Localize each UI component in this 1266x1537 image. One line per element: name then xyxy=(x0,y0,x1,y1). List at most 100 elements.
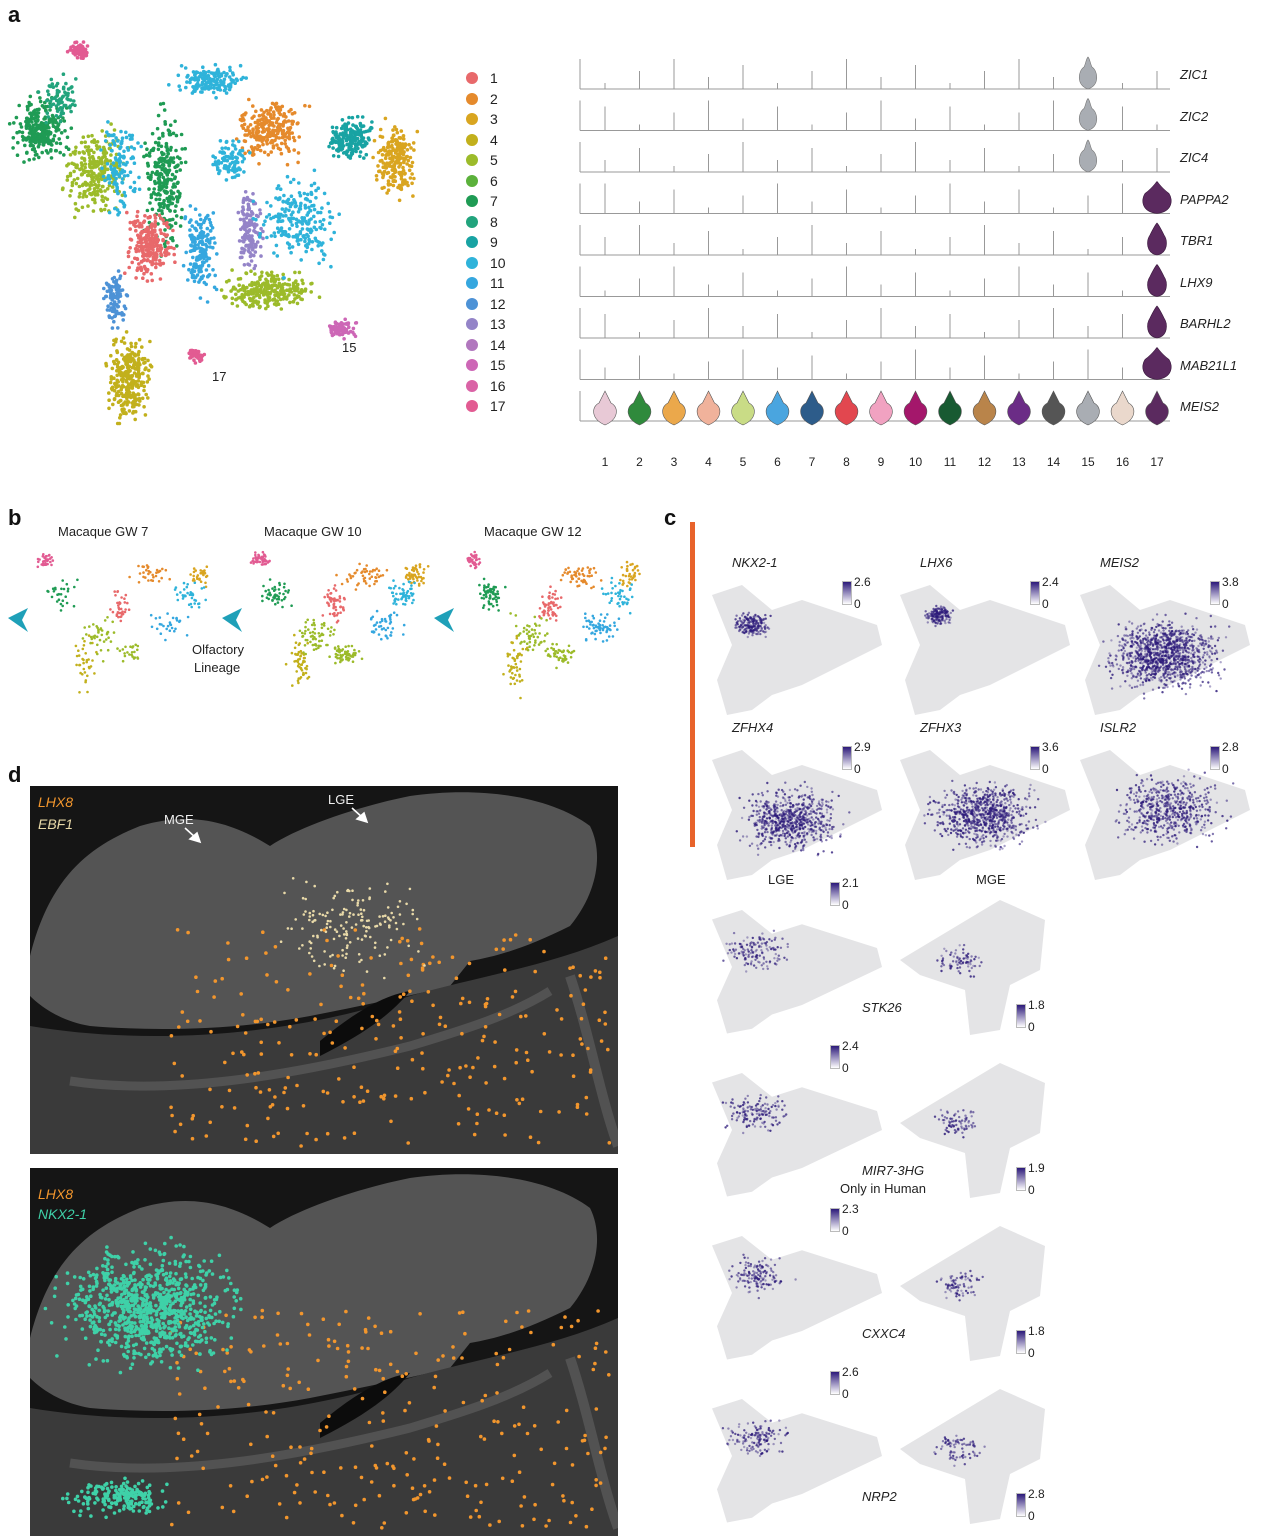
umap-point xyxy=(99,189,103,194)
umap-point xyxy=(187,603,191,606)
umap-point xyxy=(399,147,403,152)
umap-point xyxy=(129,341,133,346)
umap-point xyxy=(300,222,305,226)
umap-point xyxy=(121,365,125,370)
umap-point xyxy=(157,136,161,141)
umap-point xyxy=(85,633,88,636)
umap-point xyxy=(157,213,162,218)
umap-point xyxy=(320,623,324,626)
umap-point xyxy=(57,592,61,596)
umap-point xyxy=(152,187,156,191)
umap-point xyxy=(273,133,278,138)
umap-point xyxy=(28,94,33,99)
umap-point xyxy=(321,218,326,222)
umap-point xyxy=(205,565,209,568)
umap-point xyxy=(518,680,522,683)
panel-letter-c: c xyxy=(664,505,677,530)
umap-point xyxy=(289,220,293,224)
umap-point xyxy=(146,396,150,400)
umap-point xyxy=(310,623,314,627)
umap-point xyxy=(108,143,112,147)
umap-point xyxy=(89,148,94,152)
umap-point xyxy=(518,673,521,677)
umap-point xyxy=(522,630,525,633)
umap-point xyxy=(7,122,12,126)
umap-point xyxy=(117,368,122,373)
umap-point xyxy=(162,108,167,112)
umap-point xyxy=(509,676,513,679)
umap-point xyxy=(298,230,303,234)
legend-swatch xyxy=(466,133,478,146)
lineage-label: Lineage xyxy=(194,660,241,675)
umap-point xyxy=(95,140,100,144)
umap-point xyxy=(575,575,578,578)
umap-point xyxy=(473,566,477,570)
umap-point xyxy=(235,173,239,178)
umap-point xyxy=(208,229,213,233)
umap-point xyxy=(157,157,161,162)
umap-point xyxy=(110,326,115,330)
umap-point xyxy=(62,103,67,108)
umap-point xyxy=(103,166,107,171)
umap-point xyxy=(105,162,110,166)
umap-point xyxy=(75,176,80,181)
umap-point xyxy=(83,165,87,170)
umap-point xyxy=(176,73,181,78)
umap-point xyxy=(333,611,336,615)
umap-point xyxy=(257,305,262,310)
umap-point xyxy=(142,236,146,241)
umap-point xyxy=(412,567,415,570)
umap-point xyxy=(91,157,96,161)
umap-point xyxy=(63,129,67,133)
umap-point xyxy=(338,600,342,603)
umap-point xyxy=(332,606,335,610)
umap-point xyxy=(413,581,416,585)
umap-point xyxy=(281,200,286,204)
umap-point xyxy=(49,142,53,146)
umap-point xyxy=(248,151,252,155)
umap-point xyxy=(585,625,589,629)
umap-point xyxy=(81,647,85,651)
umap-point xyxy=(169,236,173,241)
umap-point xyxy=(325,643,328,647)
umap-point xyxy=(259,226,263,231)
umap-point xyxy=(200,242,205,247)
umap-point xyxy=(289,107,293,112)
umap-point xyxy=(124,135,129,140)
umap-point xyxy=(130,260,134,265)
umap-point xyxy=(204,76,209,81)
umap-point xyxy=(220,146,224,151)
umap-point xyxy=(54,148,58,153)
umap-point xyxy=(514,624,518,628)
umap-point xyxy=(128,575,131,579)
umap-point xyxy=(514,614,518,617)
umap-point xyxy=(200,231,205,236)
umap-point xyxy=(112,128,117,132)
umap-point xyxy=(148,363,153,368)
umap-point xyxy=(177,156,182,161)
umap-point xyxy=(584,612,587,615)
umap-point xyxy=(339,140,344,144)
umap-point xyxy=(406,158,411,163)
umap-point xyxy=(328,215,333,219)
umap-point xyxy=(271,110,276,114)
umap-point xyxy=(287,277,291,282)
umap-point xyxy=(321,241,325,245)
umap-point xyxy=(106,648,110,652)
umap-point xyxy=(178,224,183,228)
umap-point xyxy=(231,285,236,290)
umap-point xyxy=(418,563,422,566)
umap-point xyxy=(516,654,520,658)
umap-point xyxy=(300,663,304,666)
umap-point xyxy=(277,136,282,140)
umap-point xyxy=(288,180,293,185)
umap-point xyxy=(586,566,590,569)
umap-point xyxy=(258,295,262,300)
umap-point xyxy=(266,132,270,137)
legend-item: 11 xyxy=(466,273,505,293)
umap-point xyxy=(33,140,38,145)
umap-point xyxy=(164,253,169,257)
umap-point xyxy=(577,577,581,580)
umap-point xyxy=(138,234,143,239)
umap-point xyxy=(625,560,629,564)
